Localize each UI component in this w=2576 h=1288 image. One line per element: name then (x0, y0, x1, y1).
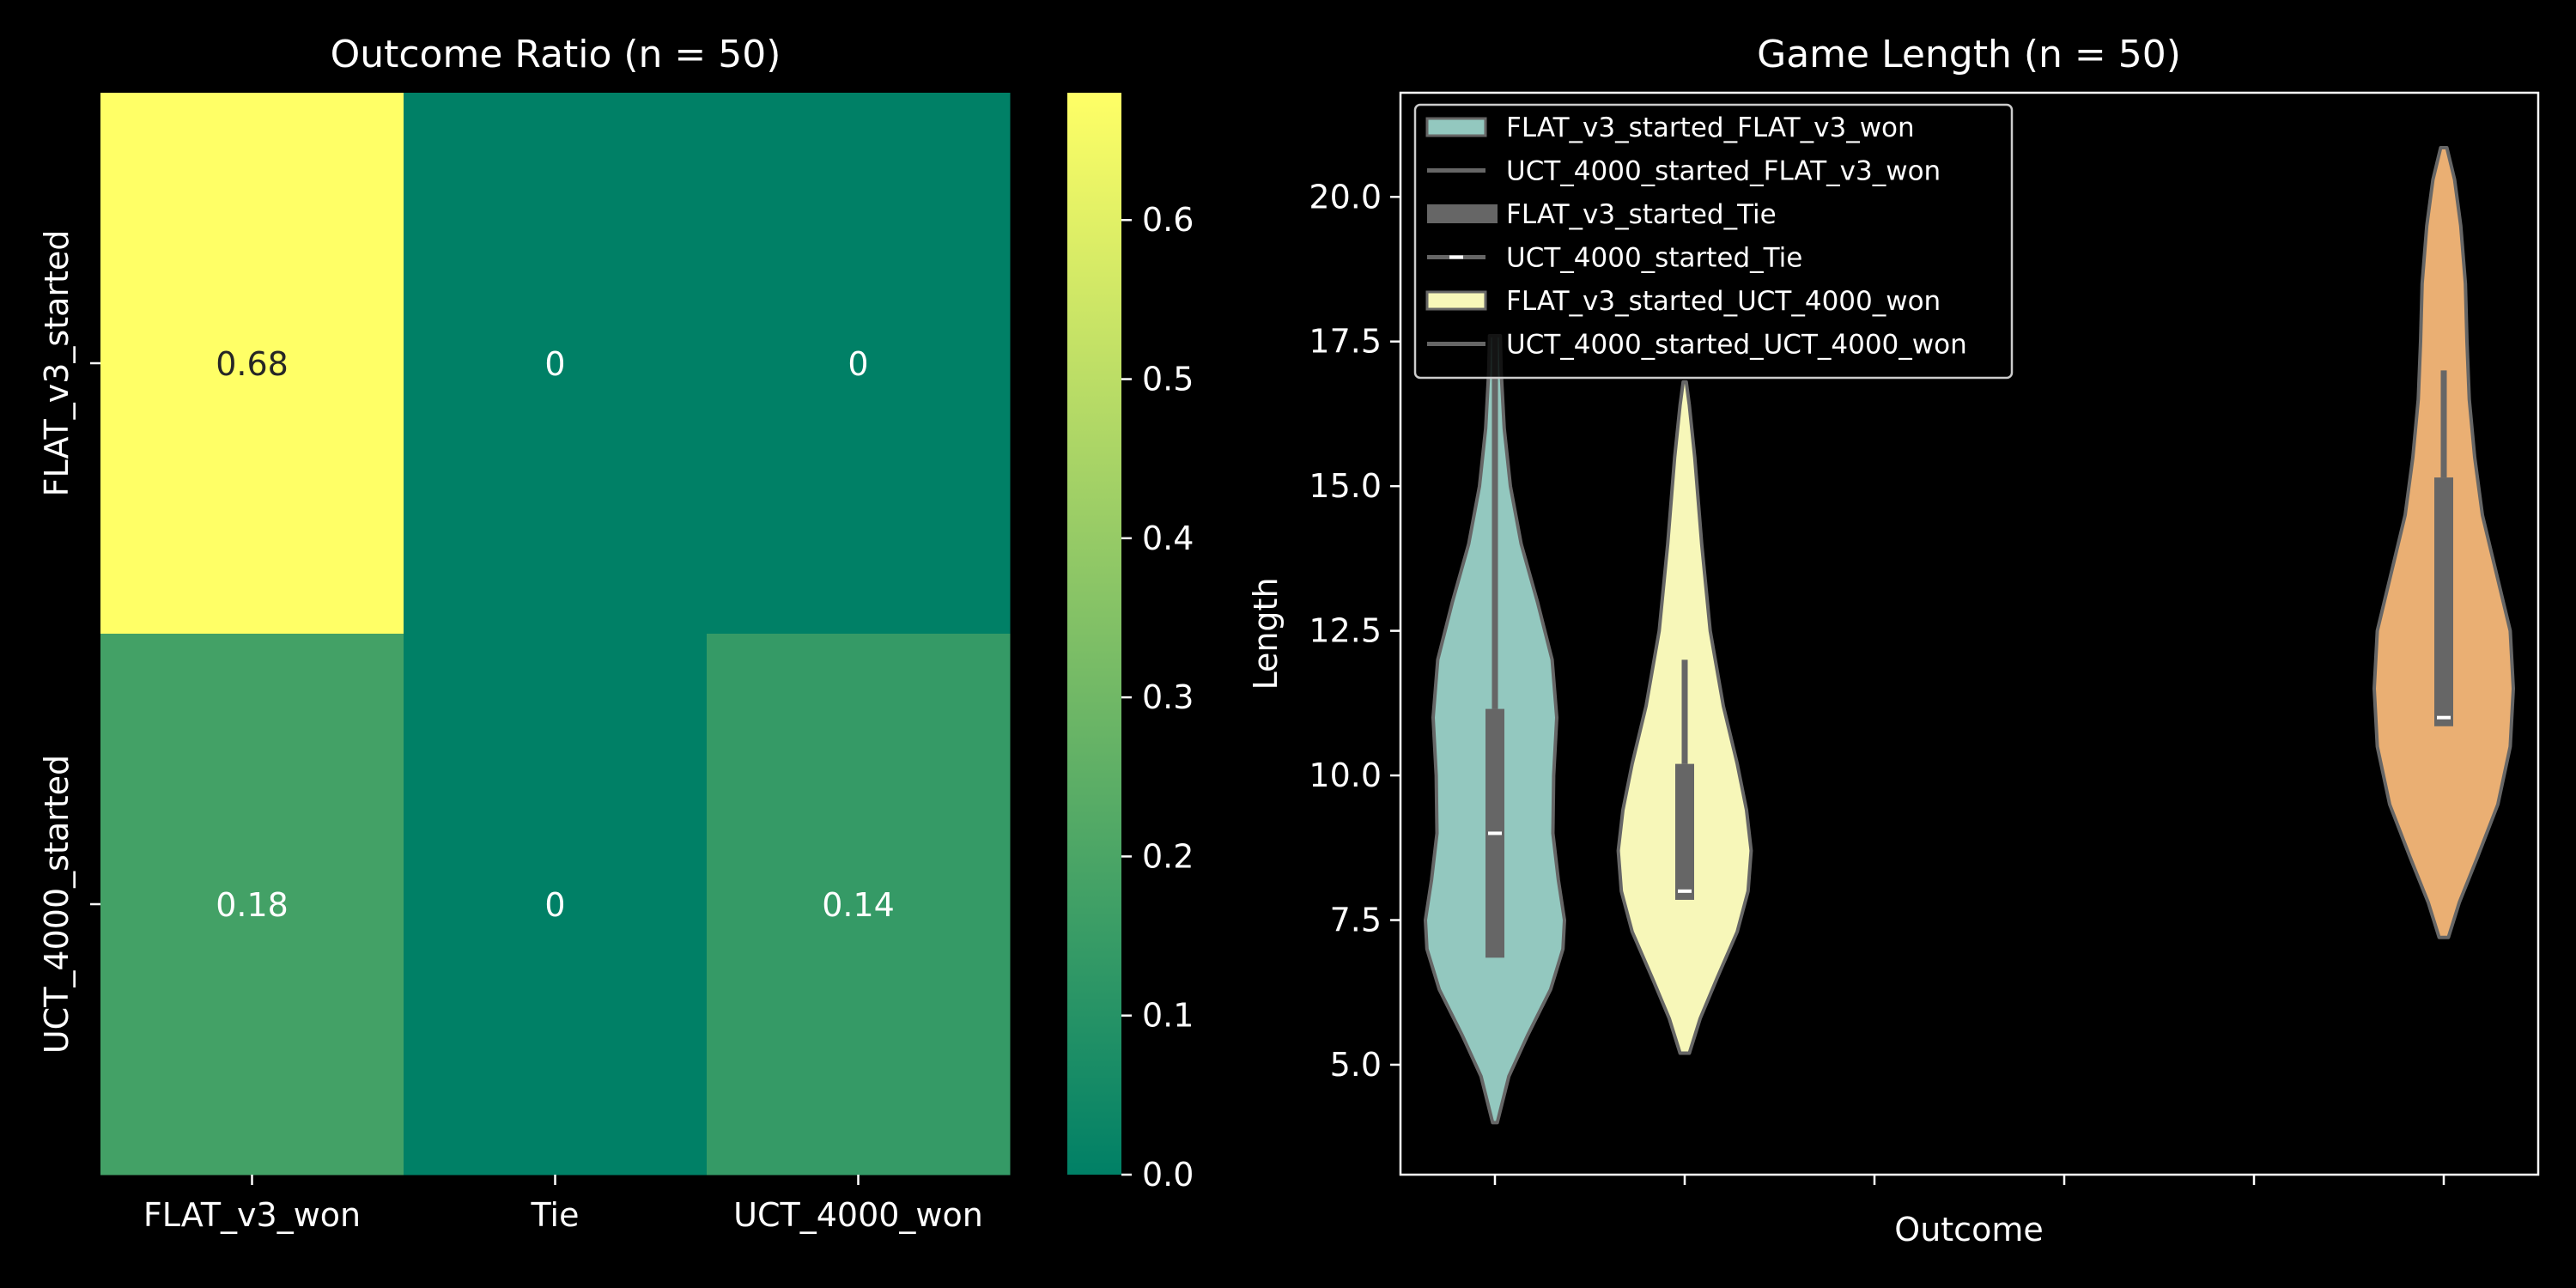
legend-entry-label: UCT_4000_started_Tie (1506, 243, 1802, 274)
heatmap-cells (100, 93, 1011, 1176)
colorbar-tick-label: 0.2 (1142, 837, 1194, 875)
violin-y-tick-label: 5.0 (1330, 1046, 1382, 1084)
violin-y-ticks: 5.0 7.5 10.0 12.5 15.0 17.5 20.0 (1309, 178, 1400, 1084)
legend-handle-patch (1425, 117, 1487, 137)
heatmap-cell-label: 0 (848, 345, 868, 383)
heatmap-panel: Outcome Ratio (n = 50) 0.68 0 0 0.18 0 0.14 F… (38, 33, 1011, 1234)
legend-entry-label: UCT_4000_started_FLAT_v3_won (1506, 156, 1941, 187)
heatmap-cell (404, 634, 708, 1176)
violin-x-axis-label: Outcome (1894, 1211, 2043, 1249)
violin-y-axis-label: Length (1247, 577, 1285, 690)
heatmap-title: Outcome Ratio (n = 50) (331, 33, 781, 76)
legend-handle-patch (1425, 290, 1487, 311)
violin-y-tick-label: 10.0 (1309, 756, 1382, 794)
legend-handle-box (1427, 204, 1498, 223)
violin-y-tick-label: 15.0 (1309, 467, 1382, 505)
colorbar-gradient (1067, 93, 1121, 1175)
legend-entry-label: UCT_4000_started_UCT_4000_won (1506, 330, 1967, 361)
heatmap-cell (100, 634, 404, 1176)
heatmap-cell-label: 0.18 (216, 886, 289, 924)
heatmap-x-ticks: FLAT_v3_won Tie UCT_4000_won (143, 1175, 983, 1234)
heatmap-cell (707, 93, 1011, 635)
heatmap-x-tick-label: UCT_4000_won (733, 1196, 983, 1234)
violin-y-tick-label: 20.0 (1309, 178, 1382, 216)
heatmap-cell-labels: 0.68 0 0 0.18 0 0.14 (216, 345, 895, 924)
violin-title: Game Length (n = 50) (1757, 33, 2181, 76)
heatmap-x-tick-label: Tie (531, 1196, 580, 1234)
violin-y-tick-label: 17.5 (1309, 323, 1382, 361)
violin-y-tick-label: 7.5 (1330, 902, 1382, 939)
violins (1424, 146, 2515, 1125)
colorbar-ticks: 0.0 0.1 0.2 0.3 0.4 0.5 0.6 (1121, 201, 1194, 1194)
heatmap-cell-label: 0 (544, 886, 565, 924)
colorbar-tick-label: 0.6 (1142, 201, 1194, 239)
heatmap-y-ticks: FLAT_v3_started UCT_4000_started (38, 230, 100, 1054)
heatmap-cell-label: 0.14 (822, 886, 895, 924)
colorbar-tick-label: 0.5 (1142, 361, 1194, 398)
heatmap-cell (404, 93, 708, 635)
colorbar-tick-label: 0.3 (1142, 678, 1194, 716)
legend-entry-label: FLAT_v3_started_FLAT_v3_won (1506, 112, 1915, 143)
violin-x-ticks (1493, 1175, 2445, 1185)
legend-entry-label: FLAT_v3_started_Tie (1506, 199, 1777, 230)
violin-panel: Game Length (n = 50) 5.0 7.5 10.0 12.5 15.0 1… (1247, 33, 2540, 1249)
heatmap-cell-label: 0 (544, 345, 565, 383)
heatmap-y-tick-label: UCT_4000_started (38, 755, 76, 1054)
heatmap-x-tick-label: FLAT_v3_won (143, 1196, 361, 1234)
heatmap-cell-label: 0.68 (216, 345, 289, 383)
violin-iqr-box (2434, 477, 2453, 726)
heatmap-cell (100, 93, 404, 635)
violin-legend: FLAT_v3_started_FLAT_v3_won UCT_4000_star… (1413, 103, 2014, 380)
legend-entry-label: FLAT_v3_started_UCT_4000_won (1506, 286, 1941, 317)
colorbar-tick-label: 0.4 (1142, 519, 1194, 557)
violin-iqr-box (1675, 763, 1694, 900)
colorbar-tick-label: 0.0 (1142, 1156, 1194, 1194)
colorbar-tick-label: 0.1 (1142, 997, 1194, 1035)
heatmap-cell (707, 634, 1011, 1176)
heatmap-y-tick-label: FLAT_v3_started (38, 230, 76, 497)
legend-box (1413, 103, 2014, 380)
colorbar: 0.0 0.1 0.2 0.3 0.4 0.5 0.6 (1067, 93, 1194, 1194)
violin-y-tick-label: 12.5 (1309, 612, 1382, 650)
